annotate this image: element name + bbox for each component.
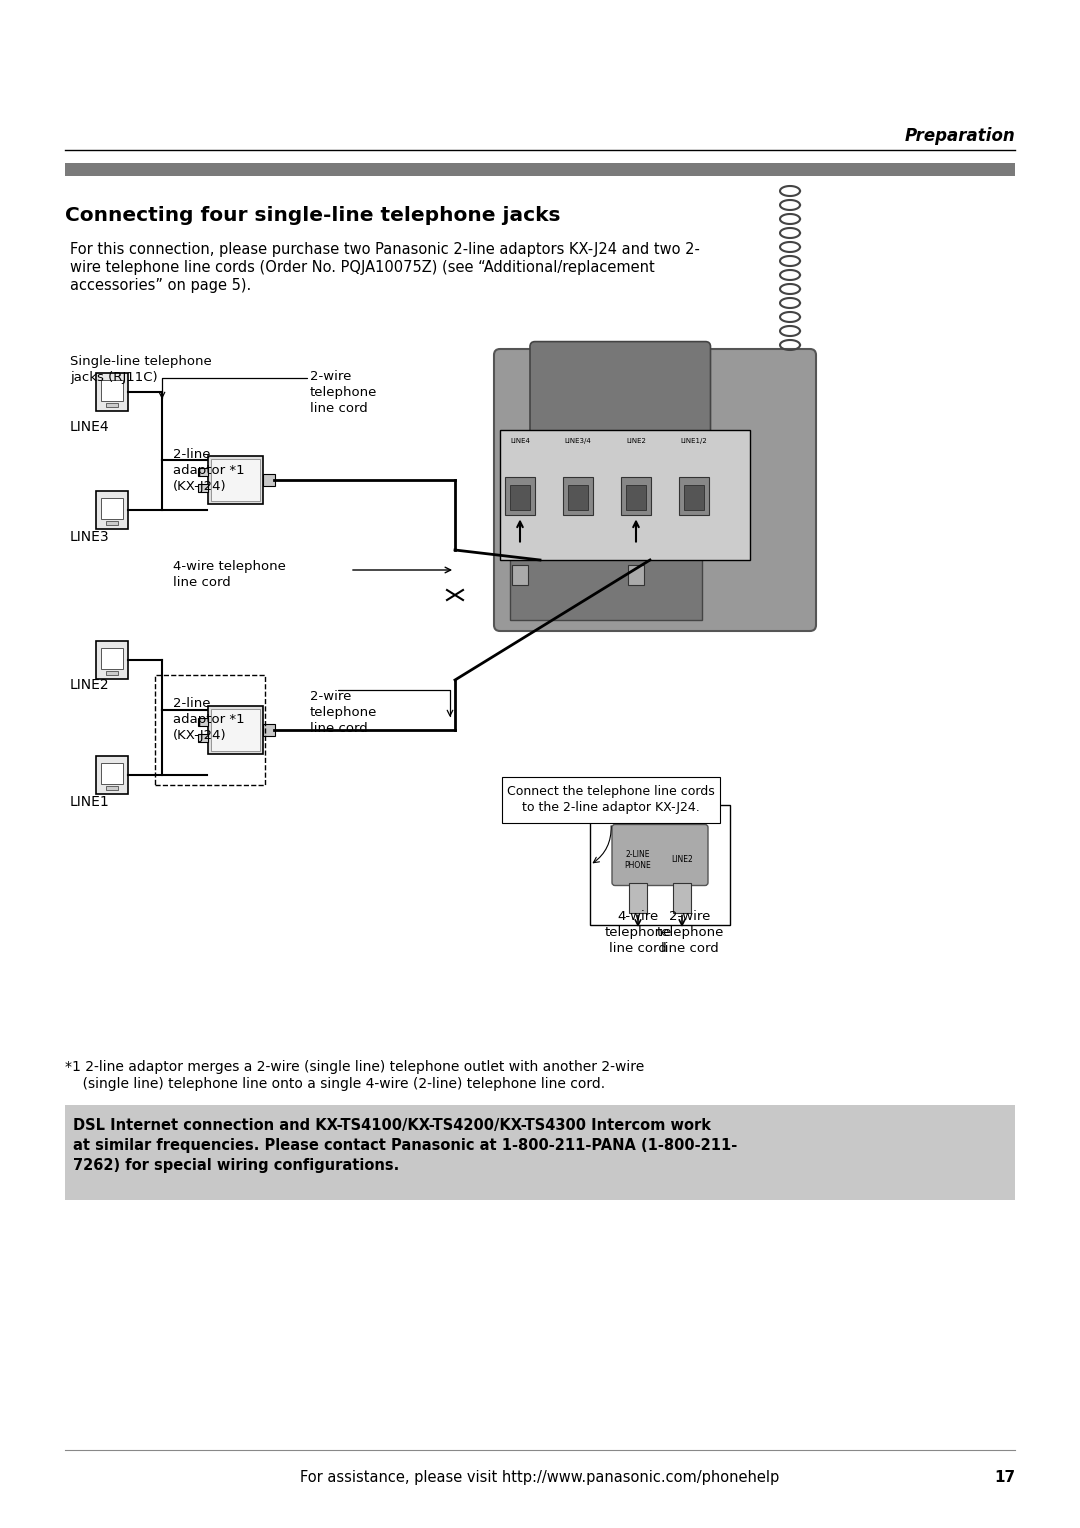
Bar [502, 778, 720, 824]
Bar [96, 373, 129, 411]
Text: (KX-J24): (KX-J24) [173, 480, 227, 494]
Text: LINE4: LINE4 [510, 439, 530, 445]
Bar [65, 163, 1015, 176]
Bar [627, 564, 644, 585]
Bar [198, 733, 207, 743]
Text: to the 2-line adaptor KX-J24.: to the 2-line adaptor KX-J24. [522, 802, 700, 814]
Bar [568, 484, 588, 509]
Text: LINE2: LINE2 [70, 678, 110, 692]
Bar [96, 756, 129, 795]
Text: LINE1: LINE1 [70, 795, 110, 808]
Text: LINE3: LINE3 [70, 530, 110, 544]
Text: LINE2: LINE2 [626, 439, 646, 445]
Text: (single line) telephone line onto a single 4-wire (2-line) telephone line cord.: (single line) telephone line onto a sing… [65, 1077, 605, 1091]
Bar [96, 490, 129, 529]
Text: *1 2-line adaptor merges a 2-wire (single line) telephone outlet with another 2-: *1 2-line adaptor merges a 2-wire (singl… [65, 1060, 645, 1074]
Bar [96, 642, 129, 678]
Text: adaptor *1: adaptor *1 [173, 465, 245, 477]
Text: line cord: line cord [661, 941, 719, 955]
Text: accessories” on page 5).: accessories” on page 5). [70, 278, 252, 293]
Bar [563, 477, 593, 515]
Text: line cord: line cord [310, 723, 368, 735]
Bar [626, 484, 646, 509]
Bar [107, 671, 118, 675]
Bar [512, 564, 528, 585]
Text: Connecting four single-line telephone jacks: Connecting four single-line telephone ja… [65, 206, 561, 225]
Text: DSL Internet connection and KX-TS4100/KX-TS4200/KX-TS4300 Intercom work: DSL Internet connection and KX-TS4100/KX… [73, 1118, 711, 1132]
Bar [505, 477, 535, 515]
Bar [621, 477, 651, 515]
Text: LINE4: LINE4 [70, 420, 110, 434]
Text: LINE2: LINE2 [671, 856, 693, 865]
Text: LINE3/4: LINE3/4 [565, 439, 592, 445]
Text: 2-wire: 2-wire [670, 911, 711, 923]
Bar [211, 709, 259, 750]
Bar [107, 521, 118, 526]
FancyBboxPatch shape [494, 348, 816, 631]
Bar [100, 648, 123, 669]
Text: 2-wire: 2-wire [310, 370, 351, 384]
Bar [100, 762, 123, 784]
Text: For assistance, please visit http://www.panasonic.com/phonehelp: For assistance, please visit http://www.… [300, 1470, 780, 1485]
Text: 2-line: 2-line [173, 697, 211, 711]
Bar [679, 477, 708, 515]
Bar [65, 1105, 1015, 1199]
Text: line cord: line cord [173, 576, 231, 588]
Text: Single-line telephone: Single-line telephone [70, 354, 212, 368]
Text: telephone: telephone [605, 926, 672, 940]
Text: 2-line: 2-line [173, 448, 211, 461]
Bar [198, 718, 207, 726]
Bar [684, 484, 704, 509]
Text: adaptor *1: adaptor *1 [173, 714, 245, 726]
Bar [207, 706, 262, 753]
Text: line cord: line cord [310, 402, 368, 416]
Text: telephone: telephone [310, 706, 377, 720]
Bar [211, 458, 259, 501]
Bar [100, 379, 123, 400]
Text: 4-wire: 4-wire [618, 911, 659, 923]
Text: For this connection, please purchase two Panasonic 2-line adaptors KX-J24 and tw: For this connection, please purchase two… [70, 241, 700, 257]
Bar [262, 724, 274, 736]
Bar [207, 455, 262, 504]
Bar [629, 883, 647, 912]
Bar [198, 468, 207, 477]
Bar [156, 675, 265, 785]
Bar [107, 403, 118, 406]
Text: telephone: telephone [310, 387, 377, 399]
Bar [262, 474, 274, 486]
Bar [100, 498, 123, 518]
Bar [500, 429, 750, 559]
Bar [590, 805, 730, 924]
FancyBboxPatch shape [612, 825, 708, 886]
Bar [510, 518, 702, 620]
Text: 4-wire telephone: 4-wire telephone [173, 559, 286, 573]
FancyBboxPatch shape [530, 342, 711, 465]
Text: wire telephone line cords (Order No. PQJA10075Z) (see “Additional/replacement: wire telephone line cords (Order No. PQJ… [70, 260, 654, 275]
Bar [198, 484, 207, 492]
Bar [107, 785, 118, 790]
Text: jacks (RJ11C): jacks (RJ11C) [70, 371, 158, 384]
Text: telephone: telephone [657, 926, 724, 940]
Text: Preparation: Preparation [904, 127, 1015, 145]
Text: at similar frequencies. Please contact Panasonic at 1-800-211-PANA (1-800-211-: at similar frequencies. Please contact P… [73, 1138, 738, 1154]
Text: line cord: line cord [609, 941, 666, 955]
Text: 2-wire: 2-wire [310, 691, 351, 703]
Text: 17: 17 [994, 1470, 1015, 1485]
Text: 2-LINE
PHONE: 2-LINE PHONE [624, 850, 651, 869]
Bar [510, 484, 530, 509]
Text: (KX-J24): (KX-J24) [173, 729, 227, 743]
Bar [673, 883, 691, 912]
Text: LINE1/2: LINE1/2 [680, 439, 707, 445]
Text: 7262) for special wiring configurations.: 7262) for special wiring configurations. [73, 1158, 400, 1174]
Text: Connect the telephone line cords: Connect the telephone line cords [508, 785, 715, 799]
